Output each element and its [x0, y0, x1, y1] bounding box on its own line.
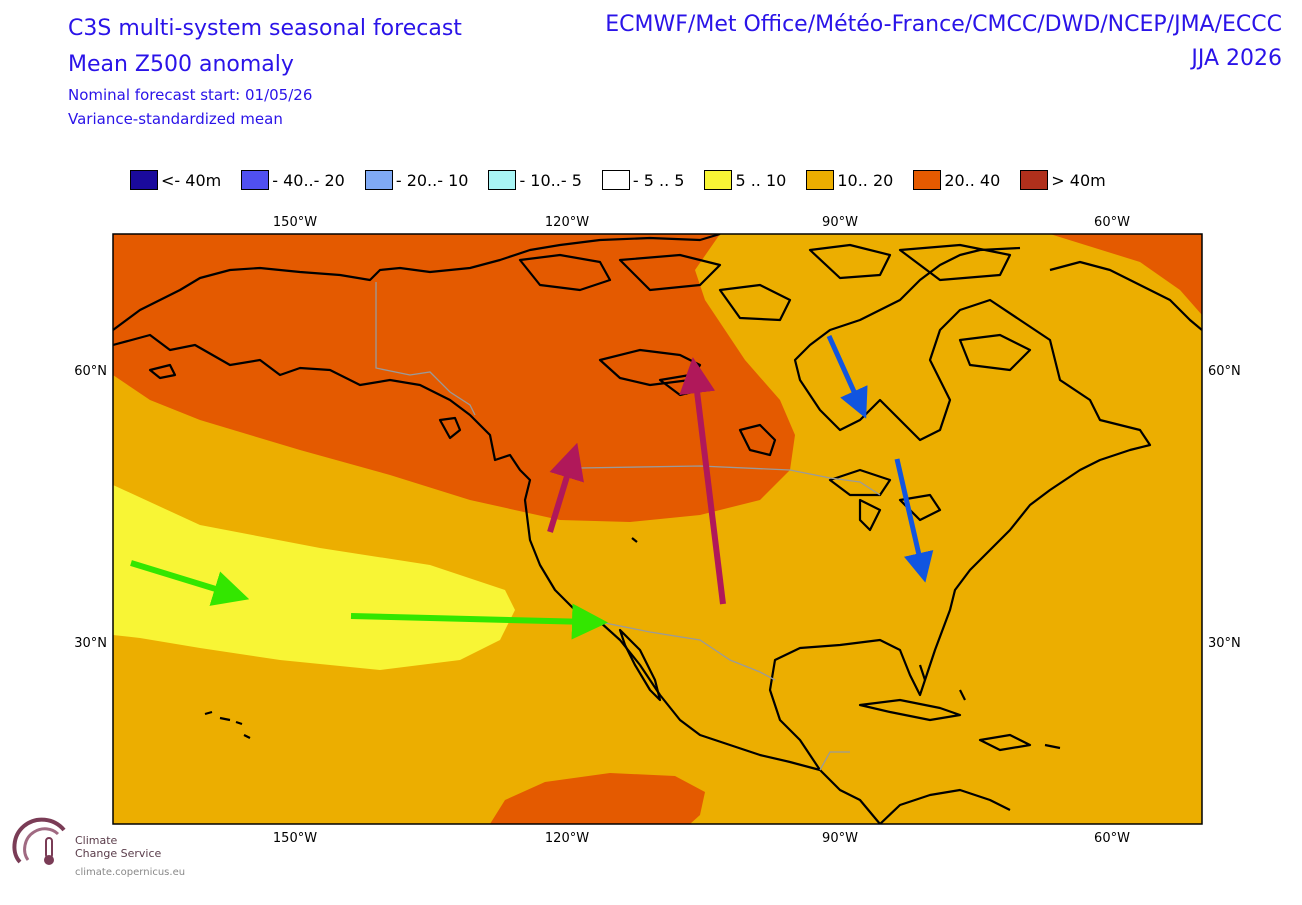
legend-label: 10.. 20 [837, 170, 894, 190]
anomaly-20-40-region [113, 234, 795, 522]
centres-label: ECMWF/Met Office/Météo-France/CMCC/DWD/N… [605, 12, 1282, 37]
anomaly-5-10-region [113, 485, 515, 670]
magenta-arrow-2 [679, 357, 726, 605]
legend-item: - 20..- 10 [364, 170, 469, 190]
legend-item: - 10..- 5 [488, 170, 582, 190]
lat-label-right: 30°N [1208, 636, 1241, 651]
lon-label-bottom: 120°W [545, 831, 589, 846]
title-line2: Mean Z500 anomaly [68, 52, 294, 77]
legend-swatch [913, 170, 942, 190]
legend-label: <- 40m [161, 170, 222, 190]
anomaly-20-40-region-south [490, 773, 705, 824]
anomaly-field [113, 234, 1202, 824]
coastlines [113, 234, 1202, 824]
borders [375, 282, 881, 771]
legend-swatch [364, 170, 393, 190]
legend-item: 20.. 40 [913, 170, 1000, 190]
legend-item: - 5 .. 5 [601, 170, 685, 190]
forecast-start: Nominal forecast start: 01/05/26 [68, 86, 313, 104]
lon-label-top: 90°W [822, 215, 858, 230]
lon-label-top: 120°W [545, 215, 589, 230]
legend-item: 10.. 20 [806, 170, 893, 190]
legend-label: 20.. 40 [944, 170, 1001, 190]
lon-label-bottom: 150°W [273, 831, 317, 846]
legend-label: > 40m [1051, 170, 1106, 190]
season-label: JJA 2026 [1191, 46, 1282, 71]
logo-line2: Change Service [75, 847, 162, 860]
legend-label: - 5 .. 5 [632, 170, 685, 190]
legend-swatch [488, 170, 517, 190]
lon-label-bottom: 60°W [1094, 831, 1130, 846]
legend-item: 5 .. 10 [704, 170, 786, 190]
lon-label-top: 60°W [1094, 215, 1130, 230]
legend-swatch [130, 170, 158, 190]
lon-label-bottom: 90°W [822, 831, 858, 846]
legend-swatch [241, 170, 270, 190]
copernicus-logo-icon [12, 817, 66, 865]
logo-url: climate.copernicus.eu [75, 867, 186, 878]
legend-item: - 40..- 20 [241, 170, 345, 190]
method-label: Variance-standardized mean [68, 110, 283, 128]
legend-label: - 10..- 5 [519, 170, 582, 190]
anomaly-arrows [130, 334, 934, 640]
lat-label-left: 60°N [74, 364, 107, 379]
legend-swatch [1020, 170, 1049, 190]
legend-label: - 20..- 10 [395, 170, 469, 190]
title-line1: C3S multi-system seasonal forecast [68, 16, 462, 41]
legend-swatch [806, 170, 835, 190]
legend-swatch [704, 170, 733, 190]
legend-item: <- 40m [130, 170, 221, 190]
blue-arrow-2 [894, 458, 934, 583]
lat-label-left: 30°N [74, 636, 107, 651]
axis-labels: 150°W 120°W 90°W 60°W 150°W 120°W 90°W 6… [74, 215, 1241, 846]
logo-line1: Climate [75, 834, 118, 847]
legend-swatch [601, 170, 630, 190]
green-arrow-1 [130, 560, 250, 606]
legend-item: > 40m [1020, 170, 1106, 190]
legend-label: 5 .. 10 [735, 170, 787, 190]
legend-label: - 40..- 20 [272, 170, 345, 190]
lat-label-right: 60°N [1208, 364, 1241, 379]
map-frame [112, 233, 1203, 825]
magenta-arrow-1 [547, 442, 584, 533]
blue-arrow-1 [826, 334, 868, 419]
anomaly-20-40-region-ne [1050, 234, 1202, 315]
green-arrow-2 [350, 603, 608, 640]
legend: <- 40m - 40..- 20 - 20..- 10 - 10..- 5 -… [130, 168, 1126, 192]
lon-label-top: 150°W [273, 215, 317, 230]
